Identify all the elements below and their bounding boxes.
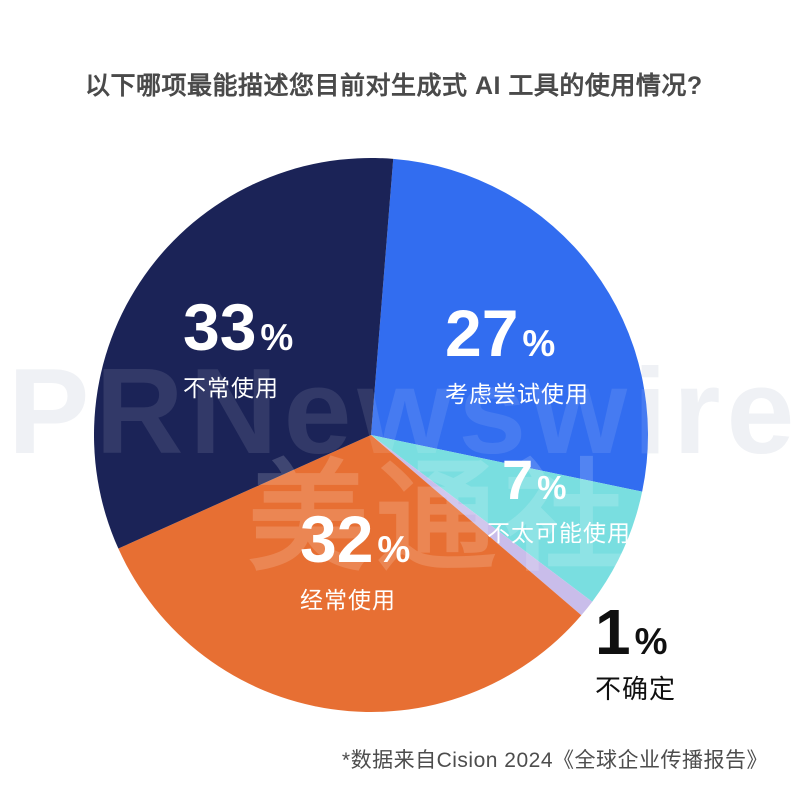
percent-sign: % (634, 621, 668, 662)
slice-value: 27% (445, 300, 589, 366)
slice-value: 1% (595, 600, 676, 664)
meitongshe-watermark: 美通社 (248, 451, 632, 585)
pie-slice-1pct (371, 435, 593, 616)
prnewswire-watermark-overlay: PRNewswire® (8, 350, 800, 472)
slice-value-number: 33 (183, 290, 257, 364)
slice-label-infrequent-use: 33% 不常使用 (183, 294, 293, 403)
slice-value-number: 32 (300, 502, 374, 576)
percent-sign: % (377, 529, 411, 570)
pie-slice-32pct (118, 435, 582, 713)
percent-sign: % (260, 317, 294, 358)
slice-label-frequent-use: 32% 经常使用 (300, 506, 410, 615)
slice-category: 考虑尝试使用 (445, 381, 589, 407)
page-title: 以下哪项最能描述您目前对生成式 AI 工具的使用情况? (85, 72, 703, 100)
pie-slice-33pct (93, 157, 394, 549)
slice-label-unsure: 1% 不确定 (595, 600, 676, 706)
slice-category: 不常使用 (183, 375, 279, 401)
percent-sign: % (537, 469, 567, 506)
slice-value-number: 27 (445, 296, 519, 370)
slice-category: 不太可能使用 (487, 520, 631, 546)
pie-slice-27pct (371, 158, 649, 492)
source-note: *数据来自Cision 2024《全球企业传播报告》 (341, 749, 768, 772)
slice-category: 经常使用 (300, 587, 396, 613)
prnewswire-watermark-overlay-text: PRNewswire (8, 343, 800, 479)
percent-sign: % (522, 323, 556, 364)
slice-value-number: 7 (502, 448, 534, 511)
pie-slice-7pct (371, 435, 643, 602)
slice-value: 32% (300, 506, 410, 572)
slice-value: 33% (183, 294, 293, 360)
slice-label-considering-trying: 27% 考虑尝试使用 (445, 300, 589, 409)
slice-category: 不确定 (595, 674, 677, 704)
slice-value-number: 1 (595, 596, 631, 668)
slice-label-unlikely-to-use: 7% 不太可能使用 (487, 452, 631, 548)
slice-value: 7% (502, 452, 631, 508)
